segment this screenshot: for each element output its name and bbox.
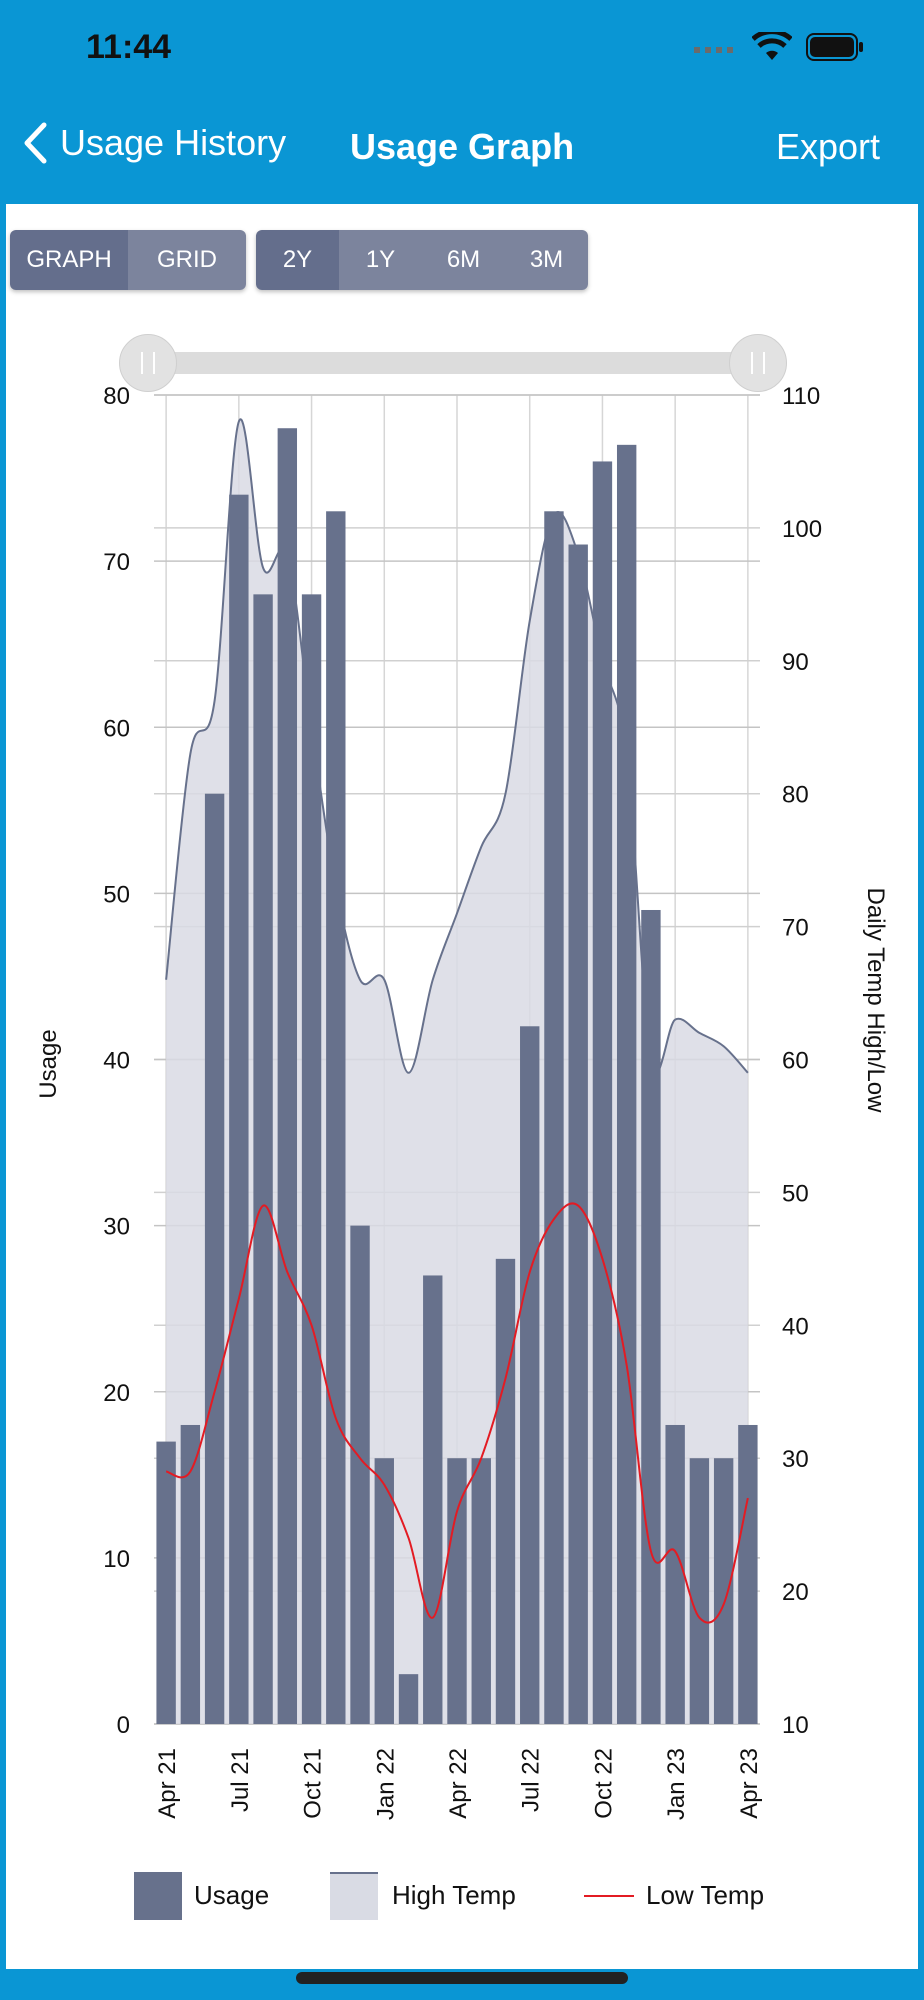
usage-bar-nov-22 [616,444,637,1724]
usage-bar-sep-21 [277,428,298,1725]
high-temp-line [165,418,749,1074]
y-tick-label: 70 [103,549,130,576]
usage-bar-aug-21 [253,594,273,1724]
usage-bar-apr-21 [156,1441,176,1724]
x-tick-label: Jul 22 [518,1748,545,1812]
x-tick-label: Jul 21 [227,1748,254,1812]
usage-bar-nov-21 [326,511,346,1725]
battery-icon [806,33,863,61]
x-tick-label: Oct 22 [590,1748,617,1819]
status-icons [694,32,864,62]
y2-tick-label: 110 [782,383,820,410]
status-time: 11:44 [86,28,172,66]
usage-bar-jul-21 [229,494,249,1724]
legend-usage-swatch [134,1872,182,1920]
home-indicator [296,1972,628,1984]
usage-bar-apr-22 [447,1458,467,1724]
y2-tick-label: 100 [782,516,822,543]
legend-high-temp-swatch [330,1872,378,1920]
usage-bar-jun-21 [204,793,225,1724]
back-label: Usage History [60,122,287,163]
x-tick-label: Oct 21 [300,1748,327,1819]
usage-bar-feb-23 [689,1458,710,1724]
legend-low-temp-label: Low Temp [646,1880,764,1910]
x-tick-label: Apr 22 [445,1748,472,1819]
y2-tick-label: 40 [782,1313,809,1340]
nav-bar: Usage History Usage Graph Export [0,100,924,195]
view-toggle: GRAPH GRID [10,230,246,290]
range-3m-tab[interactable]: 3M [505,230,588,290]
range-slider-track[interactable] [146,352,764,374]
range-6m-tab[interactable]: 6M [422,230,505,290]
usage-bar-aug-22 [544,511,564,1725]
status-bar: 11:44 [0,0,924,100]
y2-axis-title: Daily Temp High/Low [862,888,889,1114]
chart-card: GRAPH GRID 2Y 1Y 6M 3M 0 10 20 30 40 50 60 70 80… [6,204,918,1969]
x-tick-label: Apr 21 [154,1748,181,1819]
y2-tick-label: 60 [782,1048,809,1075]
usage-bar-apr-23 [738,1424,758,1724]
y-axis-title: Usage [35,1029,62,1098]
legend-high-temp-label: High Temp [392,1880,516,1910]
y-tick-label: 60 [103,715,130,742]
range-1y-tab[interactable]: 1Y [339,230,422,290]
usage-chart: 0 10 20 30 40 50 60 70 80 10 20 30 40 50 60 70 80 90 100 11… [35,383,889,1920]
chevron-left-icon [24,122,47,164]
usage-bar-mar-22 [423,1275,443,1724]
y2-tick-label: 80 [782,782,809,809]
back-button[interactable]: Usage History [22,122,286,164]
usage-bar-jun-22 [495,1258,516,1724]
y-tick-label: 0 [117,1712,130,1739]
usage-bar-jul-22 [520,1026,540,1724]
y2-tick-label: 20 [782,1579,809,1606]
low-temp-line [165,1202,749,1624]
x-tick-label: Jan 22 [372,1748,399,1820]
y2-tick-label: 50 [782,1180,809,1207]
y2-tick-label: 10 [782,1712,809,1739]
usage-bar-sep-22 [568,544,588,1725]
usage-bar-dec-22 [641,909,661,1724]
wifi-icon [752,32,792,60]
y-tick-label: 20 [103,1380,130,1407]
y2-tick-label: 90 [782,649,809,676]
grid-tab[interactable]: GRID [128,230,246,290]
range-end-handle[interactable] [729,334,787,392]
y-tick-label: 40 [103,1048,130,1075]
usage-bar-may-22 [471,1458,491,1724]
export-button[interactable]: Export [775,126,880,167]
y-tick-label: 80 [103,383,130,410]
range-start-handle[interactable] [119,334,177,392]
usage-bar-oct-22 [592,461,613,1725]
x-tick-label: Apr 23 [736,1748,763,1819]
usage-bar-may-21 [180,1424,201,1724]
usage-bar-dec-21 [350,1225,370,1724]
graph-tab[interactable]: GRAPH [10,230,128,290]
y-tick-label: 10 [103,1546,130,1573]
legend-usage-label: Usage [194,1880,269,1910]
x-tick-label: Jan 23 [663,1748,690,1820]
usage-bar-oct-21 [301,594,322,1724]
usage-bar-feb-22 [398,1674,419,1724]
usage-bar-jan-22 [374,1458,394,1724]
usage-bar-jan-23 [665,1424,685,1724]
range-2y-tab[interactable]: 2Y [256,230,339,290]
range-toggle: 2Y 1Y 6M 3M [256,230,588,290]
page-title: Usage Graph [350,126,575,167]
cellular-signal-icon [694,47,733,53]
y-tick-label: 50 [103,881,130,908]
y2-tick-label: 70 [782,915,809,942]
y2-tick-label: 30 [782,1446,809,1473]
y-tick-label: 30 [103,1214,130,1241]
usage-bar-mar-23 [713,1458,734,1724]
